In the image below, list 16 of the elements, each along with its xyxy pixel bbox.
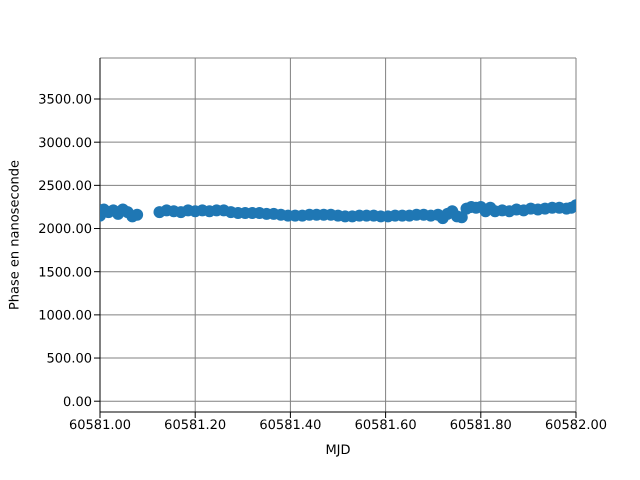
x-tick-label: 60581.00: [68, 418, 132, 434]
y-axis-title: Phase en nanoseconde: [8, 160, 23, 310]
x-tick-label: 60582.00: [544, 418, 608, 434]
y-tick-label: 3000.00: [38, 136, 92, 151]
x-tick-label: 60581.80: [450, 418, 512, 434]
y-tick-label: 1000.00: [38, 308, 92, 324]
y-tick-label: 1500.00: [38, 265, 92, 280]
x-tick-label: 60581.60: [354, 418, 417, 434]
y-tick-label: 0.00: [63, 394, 92, 410]
y-tick-label: 500.00: [46, 352, 92, 367]
y-tick-label: 2000.00: [38, 222, 92, 238]
y-tick-label: 2500.00: [38, 178, 92, 194]
x-axis-title: MJD: [325, 443, 351, 458]
y-tick-label: 3500.00: [38, 92, 92, 108]
x-tick-label: 60581.20: [164, 418, 226, 434]
x-tick-label: 60581.40: [259, 418, 322, 434]
